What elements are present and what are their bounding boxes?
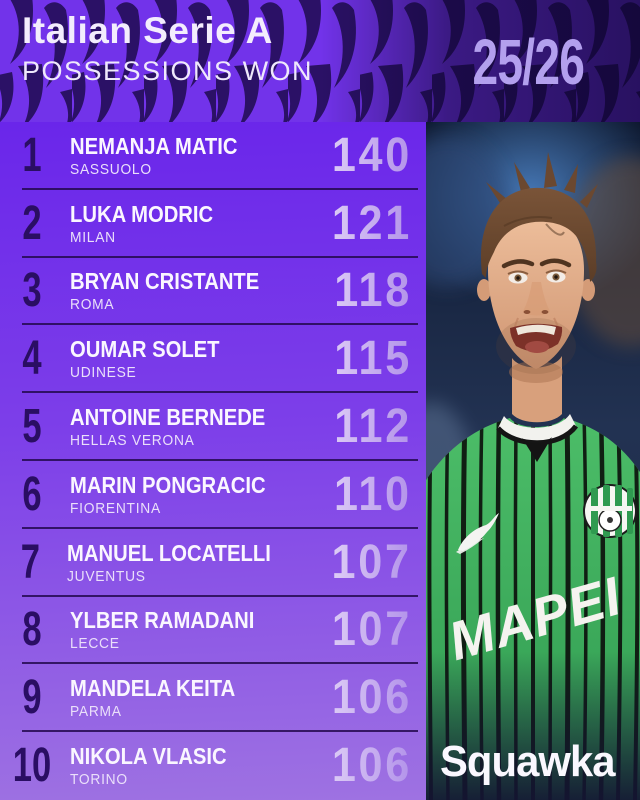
- rank-number: 1: [22, 128, 42, 182]
- table-row: 2 LUKA MODRIC MILAN 121: [0, 190, 426, 258]
- page-subtitle: POSSESSIONS WON: [22, 56, 314, 86]
- team-name: HELLAS VERONA: [70, 432, 195, 450]
- team-name: SASSUOLO: [70, 160, 152, 178]
- player-cell: MANDELA KEITA PARMA: [64, 675, 292, 721]
- player-name: OUMAR SOLET: [70, 336, 220, 363]
- player-cell: NEMANJA MATIC SASSUOLO: [64, 132, 292, 178]
- stat-value: 110: [304, 470, 412, 519]
- table-row: 8 YLBER RAMADANI LECCE 107: [0, 597, 426, 665]
- rank-number: 2: [22, 196, 42, 250]
- player-cell: OUMAR SOLET UDINESE: [64, 336, 292, 382]
- rank-number: 3: [22, 264, 42, 318]
- player-cell: YLBER RAMADANI LECCE: [64, 607, 292, 653]
- player-cell: MARIN PONGRACIC FIORENTINA: [64, 471, 292, 517]
- stat-value: 112: [304, 403, 412, 451]
- rank-number: 10: [12, 739, 52, 793]
- player-cell: ANTOINE BERNEDE HELLAS VERONA: [64, 404, 292, 450]
- stat-value: 140: [304, 131, 412, 180]
- table-row: 4 OUMAR SOLET UDINESE 115: [0, 325, 426, 393]
- team-name: TORINO: [70, 771, 128, 789]
- squawka-wordmark: Squawka: [440, 737, 616, 786]
- table-row: 7 MANUEL LOCATELLI JUVENTUS 107: [0, 529, 426, 597]
- player-name: NIKOLA VLASIC: [70, 743, 227, 770]
- team-name: LECCE: [70, 635, 120, 653]
- header-right-shade: [0, 0, 640, 122]
- player-cell: MANUEL LOCATELLI JUVENTUS: [61, 539, 299, 585]
- player-cell: NIKOLA VLASIC TORINO: [64, 743, 292, 789]
- team-name: FIORENTINA: [69, 499, 161, 517]
- team-name: ROMA: [70, 296, 115, 314]
- sassuolo-crest: [583, 484, 637, 538]
- player-name: MARIN PONGRACIC: [69, 471, 266, 498]
- rank-number: 8: [22, 603, 42, 657]
- table-row: 6 MARIN PONGRACIC FIORENTINA 110: [0, 461, 426, 529]
- player-photo-panel: MAPEI Squawka: [426, 122, 640, 800]
- season-badge: 25/26: [472, 26, 584, 98]
- photo-vignette: [426, 652, 640, 800]
- header: Italian Serie A POSSESSIONS WON 25/26: [0, 0, 640, 122]
- player-name: MANDELA KEITA: [70, 675, 236, 702]
- page-title: Italian Serie A: [22, 10, 273, 51]
- puma-logo: [456, 513, 499, 554]
- rank-number: 9: [22, 671, 42, 725]
- player-name: NEMANJA MATIC: [70, 132, 238, 159]
- team-name: JUVENTUS: [66, 567, 146, 585]
- player-cell: LUKA MODRIC MILAN: [64, 200, 292, 246]
- stat-value: 106: [304, 742, 412, 790]
- mouth: [510, 323, 563, 353]
- player-name: MANUEL LOCATELLI: [66, 539, 271, 566]
- rank-number: 6: [22, 467, 42, 521]
- player-cell: BRYAN CRISTANTE ROMA: [64, 268, 292, 314]
- player-name: BRYAN CRISTANTE: [70, 268, 260, 295]
- stat-value: 115: [304, 335, 412, 383]
- rank-number: 4: [22, 332, 42, 386]
- team-name: PARMA: [70, 703, 122, 721]
- team-name: UDINESE: [70, 364, 137, 382]
- stat-value: 107: [304, 606, 412, 654]
- player-name: YLBER RAMADANI: [70, 607, 255, 634]
- stat-value: 121: [304, 199, 412, 248]
- player-photo: MAPEI: [426, 122, 640, 800]
- table-row: 5 ANTOINE BERNEDE HELLAS VERONA 112: [0, 393, 426, 461]
- rank-number: 5: [22, 400, 42, 454]
- stat-value: 118: [304, 267, 412, 315]
- hair: [480, 152, 598, 282]
- team-name: MILAN: [70, 228, 116, 246]
- table-row: 9 MANDELA KEITA PARMA 106: [0, 664, 426, 732]
- eyes: [507, 269, 567, 284]
- table-row: 1 NEMANJA MATIC SASSUOLO 140: [0, 122, 426, 190]
- table-row: 3 BRYAN CRISTANTE ROMA 118: [0, 258, 426, 326]
- table-row: 10 NIKOLA VLASIC TORINO 106: [0, 732, 426, 800]
- stat-value: 106: [304, 674, 412, 722]
- stat-value: 107: [310, 538, 412, 587]
- rank-number: 7: [20, 535, 40, 589]
- player-name: ANTOINE BERNEDE: [70, 404, 266, 431]
- player-name: LUKA MODRIC: [70, 200, 214, 227]
- ranking-list: 1 NEMANJA MATIC SASSUOLO 140 2 LUKA MODR…: [0, 122, 426, 800]
